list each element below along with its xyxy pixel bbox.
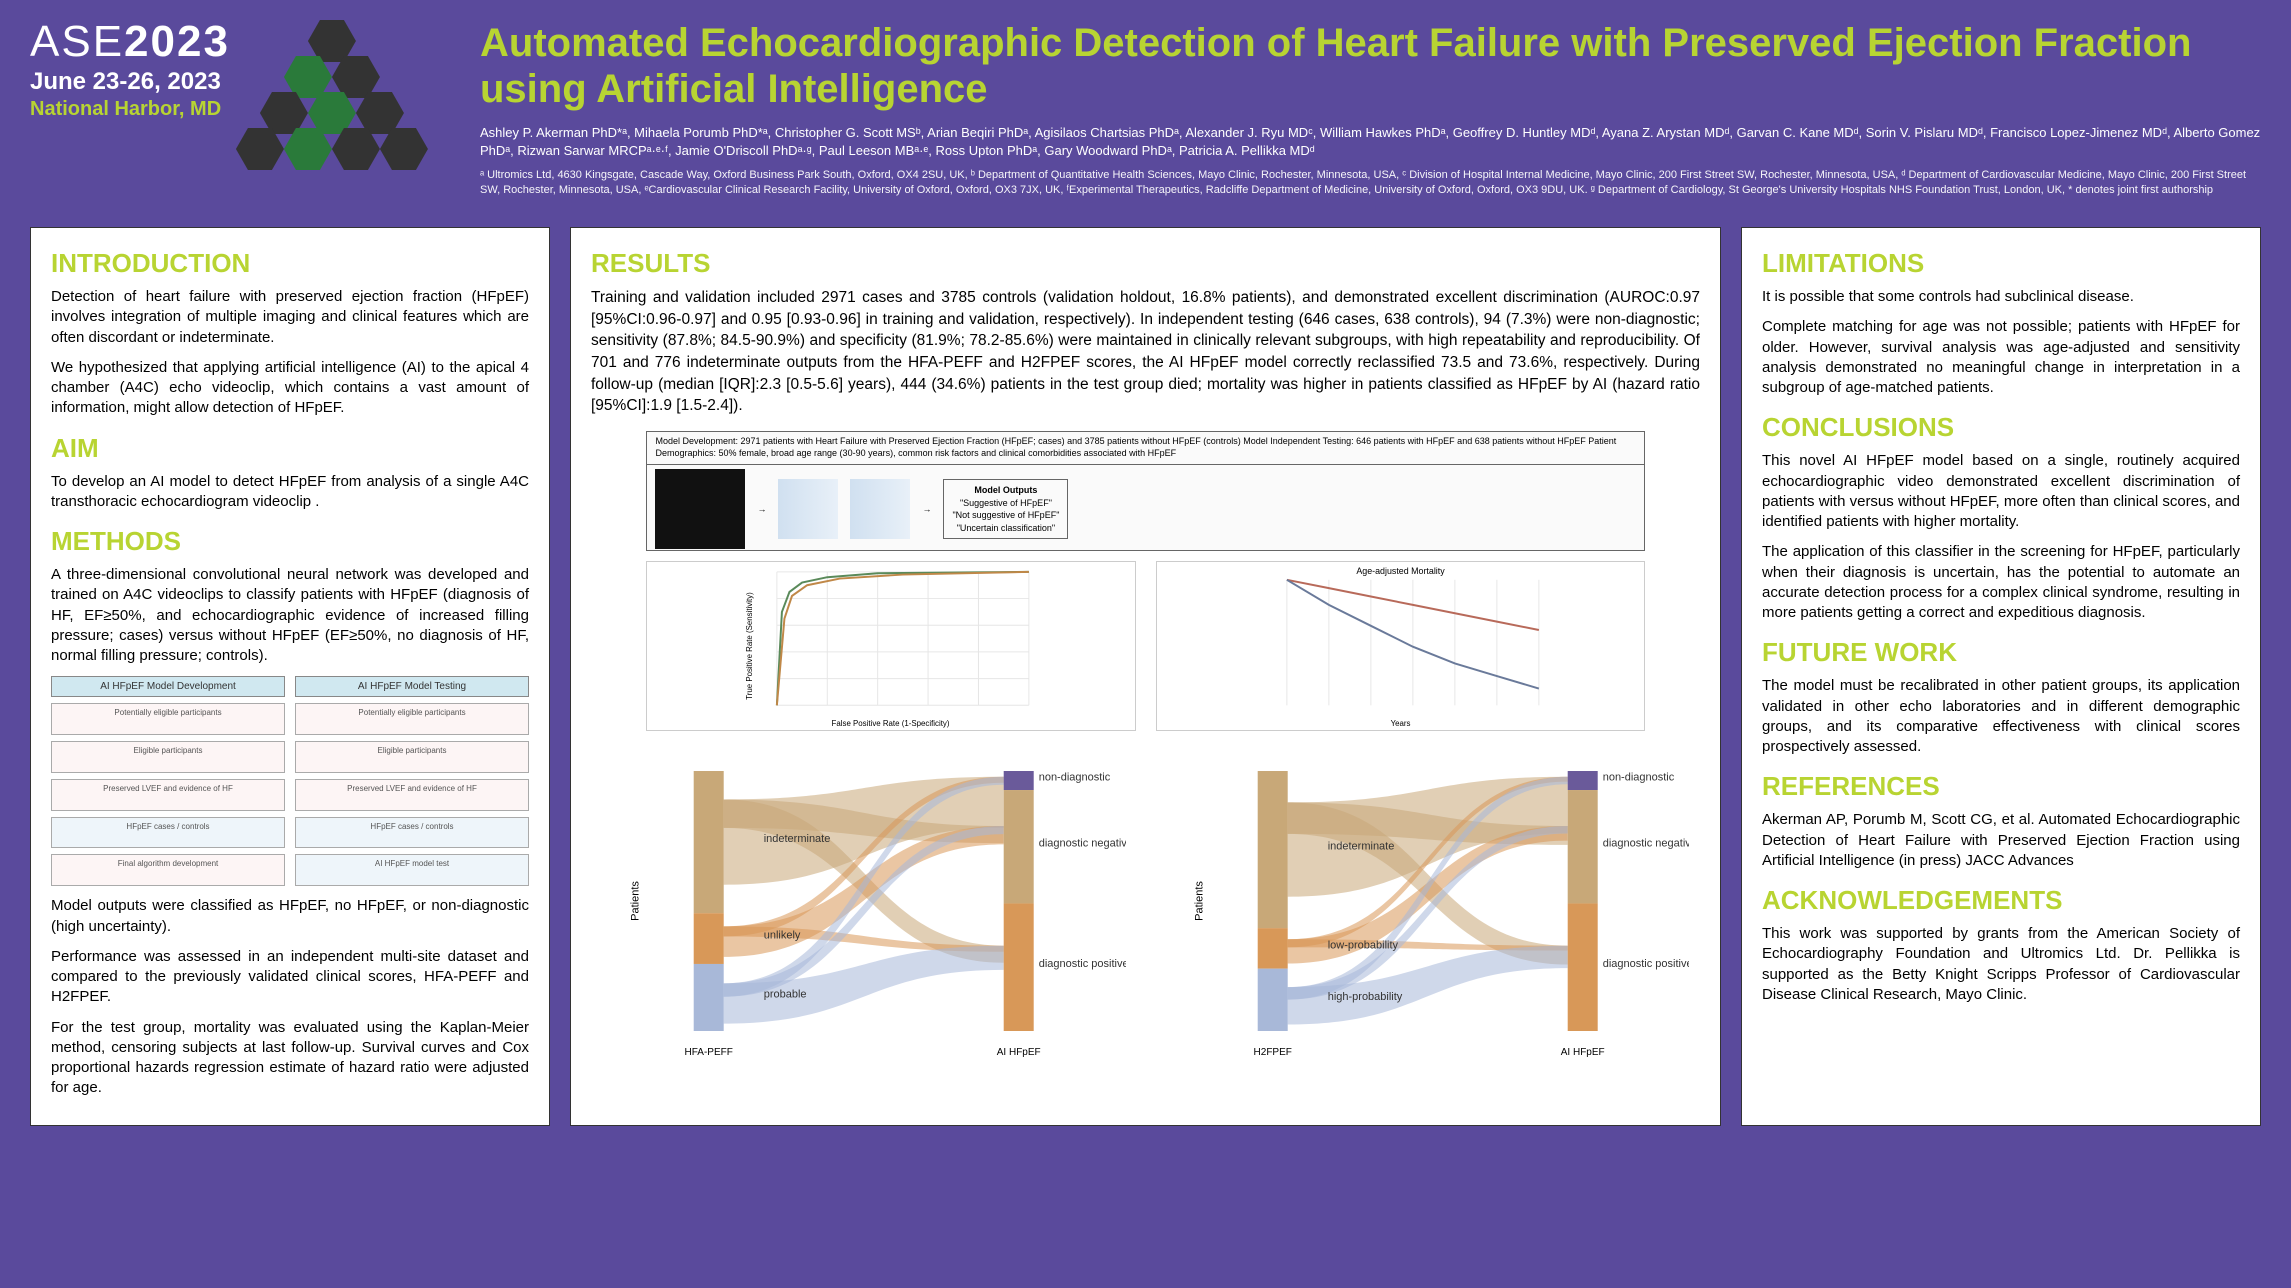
conference-name: ASE2023 bbox=[30, 20, 230, 64]
network-icon bbox=[850, 479, 910, 539]
echo-thumbnail-icon bbox=[655, 469, 745, 549]
results-p1: Training and validation included 2971 ca… bbox=[591, 287, 1700, 417]
flow-box: Potentially eligible participants bbox=[295, 703, 529, 735]
conclusions-head: CONCLUSIONS bbox=[1762, 412, 2240, 443]
flow-dev-head: AI HFpEF Model Development bbox=[51, 676, 285, 697]
sankey-hfapeff: indeterminate unlikely probable non-diagnos… bbox=[602, 741, 1125, 1061]
limitations-p1: It is possible that some controls had su… bbox=[1762, 287, 2240, 307]
results-head: RESULTS bbox=[591, 248, 1700, 279]
poster-title: Automated Echocardiographic Detection of… bbox=[480, 20, 2261, 112]
km-svg: Age-adjusted Mortality Years bbox=[1157, 562, 1644, 730]
svg-text:H2FPEF: H2FPEF bbox=[1253, 1047, 1291, 1058]
flow-box: AI HFpEF model test bbox=[295, 854, 529, 886]
introduction-head: INTRODUCTION bbox=[51, 248, 529, 279]
flow-test-head: AI HFpEF Model Testing bbox=[295, 676, 529, 697]
poster-body: INTRODUCTION Detection of heart failure … bbox=[0, 215, 2291, 1146]
pipeline-text: Model Development: 2971 patients with He… bbox=[646, 431, 1644, 464]
svg-text:probable: probable bbox=[764, 989, 807, 1001]
intro-p1: Detection of heart failure with preserve… bbox=[51, 287, 529, 348]
conference-location: National Harbor, MD bbox=[30, 98, 230, 121]
methods-head: METHODS bbox=[51, 526, 529, 557]
conclusions-p2: The application of this classifier in th… bbox=[1762, 542, 2240, 623]
intro-p2: We hypothesized that applying artificial… bbox=[51, 358, 529, 419]
svg-text:Years: Years bbox=[1390, 719, 1410, 728]
svg-text:indeterminate: indeterminate bbox=[1327, 841, 1394, 853]
methods-p4: For the test group, mortality was evalua… bbox=[51, 1018, 529, 1099]
svg-text:HFA-PEFF: HFA-PEFF bbox=[685, 1047, 733, 1058]
aim-p1: To develop an AI model to detect HFpEF f… bbox=[51, 472, 529, 513]
svg-text:diagnostic negative: diagnostic negative bbox=[1602, 838, 1689, 850]
model-output-box: Model Outputs "Suggestive of HFpEF" "Not… bbox=[943, 479, 1068, 539]
sankey-right-svg: indeterminate low-probability high-probabi… bbox=[1166, 741, 1689, 1061]
svg-text:True Positive Rate (Sensitivit: True Positive Rate (Sensitivity) bbox=[746, 592, 755, 700]
conclusions-p1: This novel AI HFpEF model based on a sin… bbox=[1762, 451, 2240, 532]
conference-logo-block: ASE2023 June 23-26, 2023 National Harbor… bbox=[30, 20, 450, 200]
flow-box: Preserved LVEF and evidence of HF bbox=[295, 779, 529, 811]
flow-box: Eligible participants bbox=[295, 741, 529, 773]
poster-header: ASE2023 June 23-26, 2023 National Harbor… bbox=[0, 0, 2291, 215]
limitations-p2: Complete matching for age was not possib… bbox=[1762, 317, 2240, 398]
roc-svg: False Positive Rate (1-Specificity) True … bbox=[647, 562, 1134, 730]
sankey-left-svg: indeterminate unlikely probable non-diagnos… bbox=[602, 741, 1125, 1061]
sankey-h2fpef: indeterminate low-probability high-probabi… bbox=[1166, 741, 1689, 1061]
svg-text:Patients: Patients bbox=[630, 881, 642, 921]
references-p1: Akerman AP, Porumb M, Scott CG, et al. A… bbox=[1762, 810, 2240, 871]
flow-box: Eligible participants bbox=[51, 741, 285, 773]
methods-p3: Performance was assessed in an independe… bbox=[51, 947, 529, 1008]
svg-text:Patients: Patients bbox=[1193, 881, 1205, 921]
ack-p1: This work was supported by grants from t… bbox=[1762, 924, 2240, 1005]
svg-text:Age-adjusted Mortality: Age-adjusted Mortality bbox=[1356, 566, 1445, 576]
svg-text:unlikely: unlikely bbox=[764, 930, 801, 942]
right-column: LIMITATIONS It is possible that some con… bbox=[1741, 227, 2261, 1126]
km-chart: Age-adjusted Mortality Years bbox=[1156, 561, 1645, 731]
methods-flowchart: AI HFpEF Model Development Potentially e… bbox=[51, 676, 529, 886]
flow-box: HFpEF cases / controls bbox=[295, 817, 529, 849]
pipeline-figure: Model Development: 2971 patients with He… bbox=[646, 431, 1644, 551]
svg-text:AI HFpEF: AI HFpEF bbox=[1560, 1047, 1604, 1058]
svg-text:non-diagnostic: non-diagnostic bbox=[1039, 772, 1111, 784]
affiliations: ᵃ Ultromics Ltd, 4630 Kingsgate, Cascade… bbox=[480, 168, 2261, 198]
roc-chart: False Positive Rate (1-Specificity) True … bbox=[646, 561, 1135, 731]
ack-head: ACKNOWLEDGEMENTS bbox=[1762, 885, 2240, 916]
svg-text:non-diagnostic: non-diagnostic bbox=[1602, 772, 1674, 784]
network-icon bbox=[778, 479, 838, 539]
conference-dates: June 23-26, 2023 bbox=[30, 68, 230, 96]
results-column: RESULTS Training and validation included… bbox=[570, 227, 1721, 1126]
limitations-head: LIMITATIONS bbox=[1762, 248, 2240, 279]
hex-logo-icon bbox=[240, 20, 440, 200]
svg-text:diagnostic negative: diagnostic negative bbox=[1039, 838, 1126, 850]
references-head: REFERENCES bbox=[1762, 771, 2240, 802]
svg-text:diagnostic positive: diagnostic positive bbox=[1602, 958, 1689, 970]
methods-p1: A three-dimensional convolutional neural… bbox=[51, 565, 529, 666]
left-column: INTRODUCTION Detection of heart failure … bbox=[30, 227, 550, 1126]
flow-box: Potentially eligible participants bbox=[51, 703, 285, 735]
svg-text:low-probability: low-probability bbox=[1327, 940, 1398, 952]
title-block: Automated Echocardiographic Detection of… bbox=[480, 20, 2261, 198]
future-p1: The model must be recalibrated in other … bbox=[1762, 676, 2240, 757]
aim-head: AIM bbox=[51, 433, 529, 464]
svg-text:indeterminate: indeterminate bbox=[764, 833, 831, 845]
svg-text:AI HFpEF: AI HFpEF bbox=[997, 1047, 1041, 1058]
methods-p2: Model outputs were classified as HFpEF, … bbox=[51, 896, 529, 937]
svg-text:high-probability: high-probability bbox=[1327, 991, 1402, 1003]
authors-list: Ashley P. Akerman PhD*ᵃ, Mihaela Porumb … bbox=[480, 124, 2261, 160]
future-head: FUTURE WORK bbox=[1762, 637, 2240, 668]
flow-box: Preserved LVEF and evidence of HF bbox=[51, 779, 285, 811]
flow-box: HFpEF cases / controls bbox=[51, 817, 285, 849]
svg-text:False Positive Rate (1-Specifi: False Positive Rate (1-Specificity) bbox=[832, 719, 950, 728]
flow-box: Final algorithm development bbox=[51, 854, 285, 886]
svg-text:diagnostic positive: diagnostic positive bbox=[1039, 958, 1126, 970]
